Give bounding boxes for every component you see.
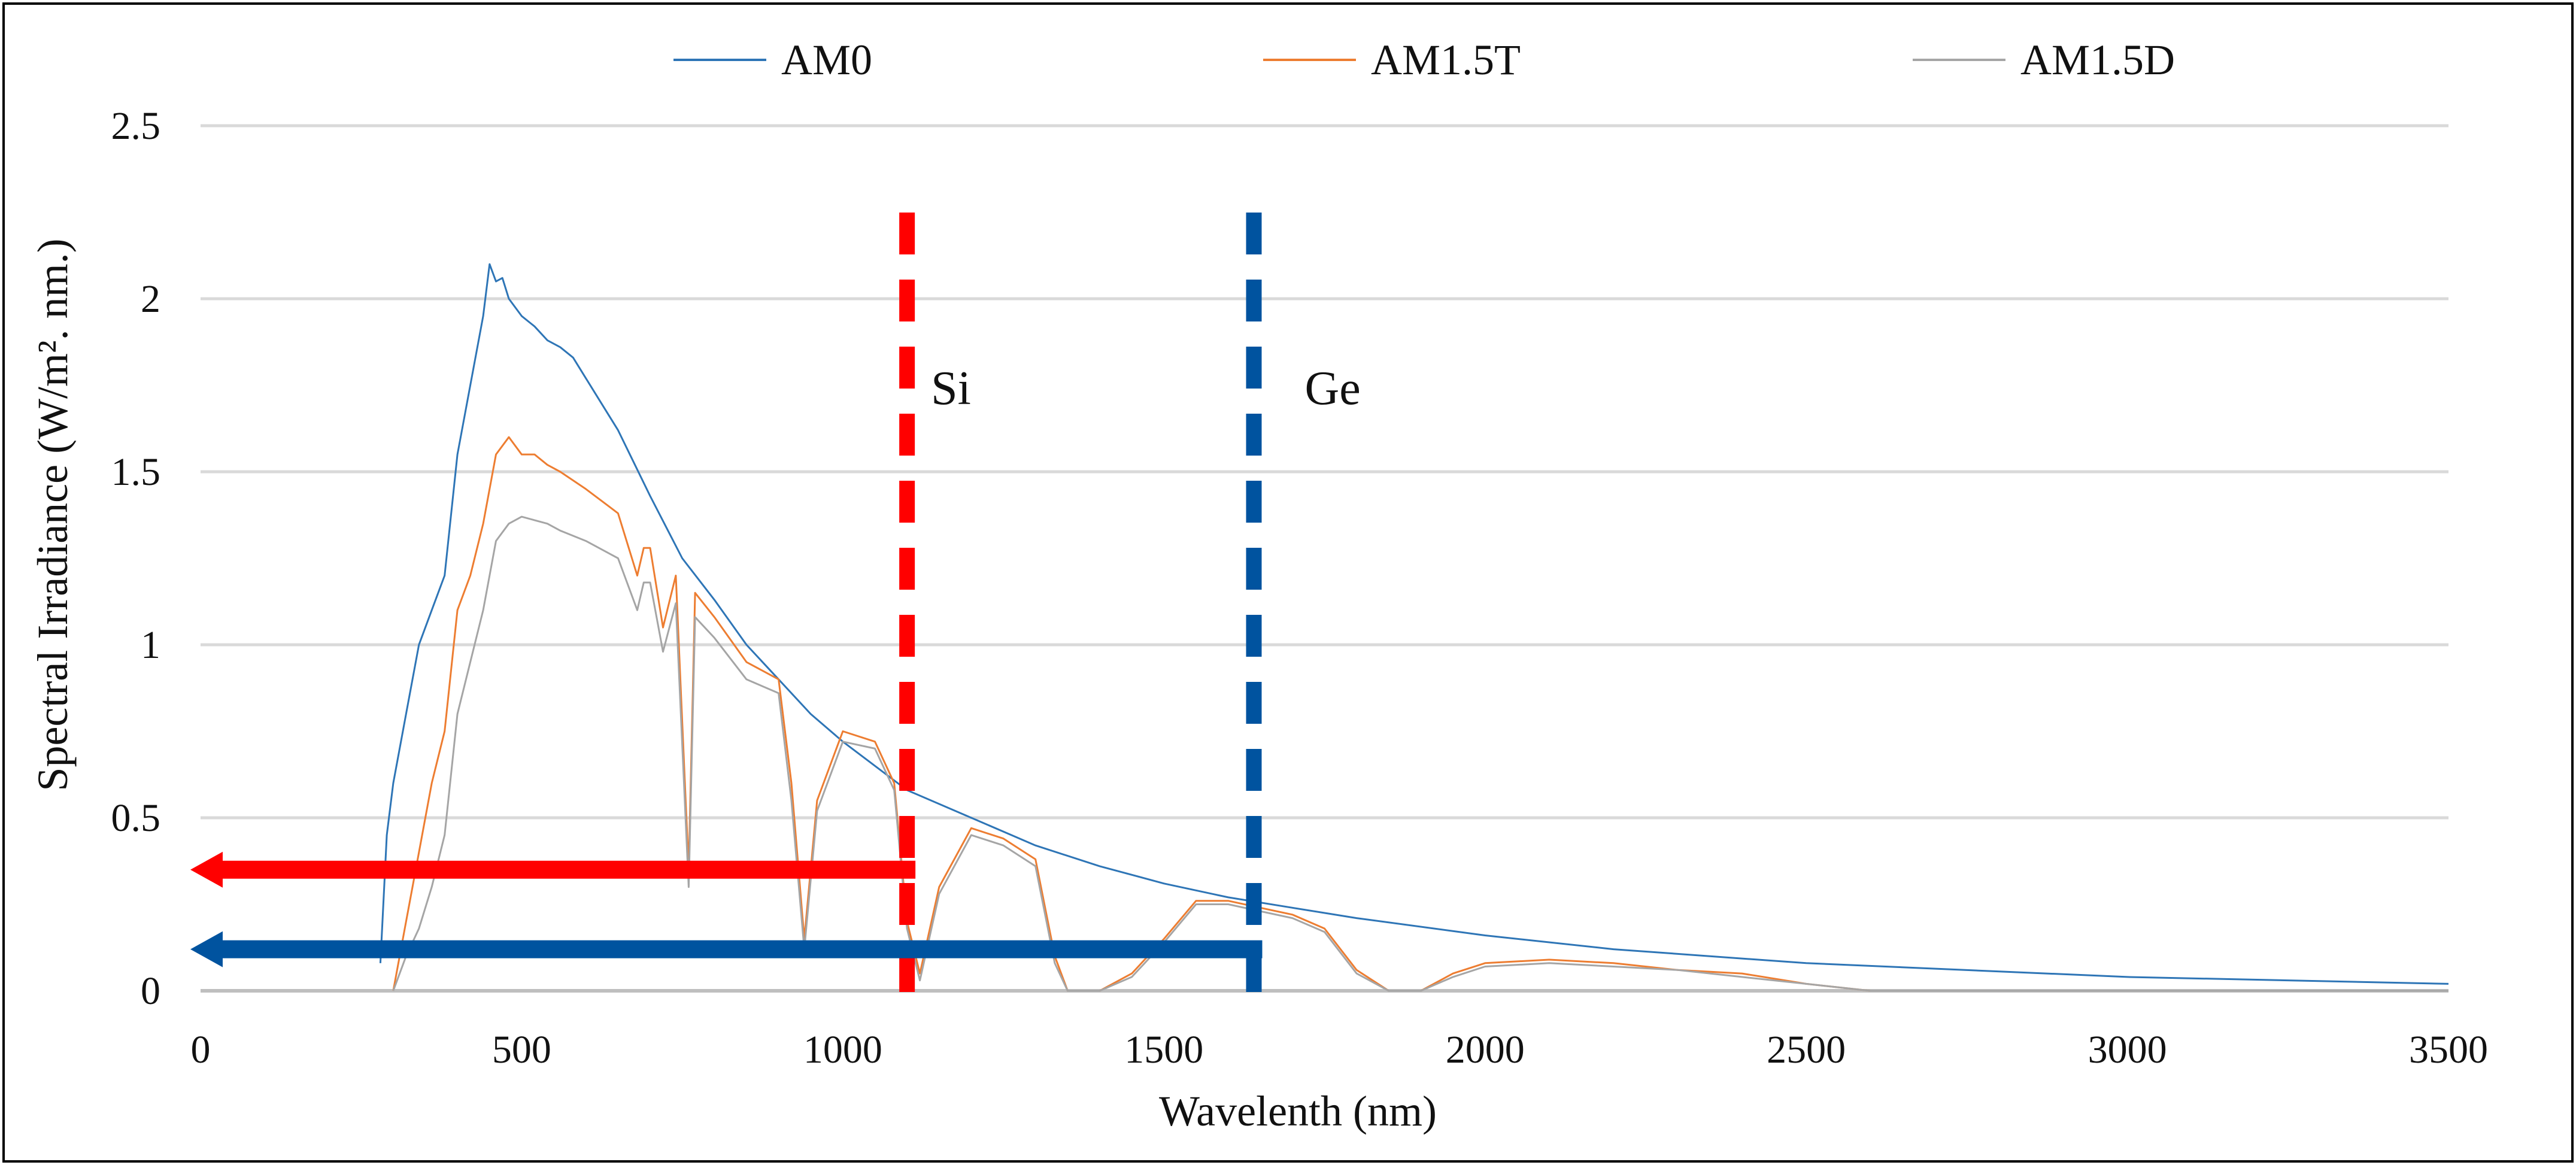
- ge-label: Ge: [1304, 362, 1360, 415]
- x-tick-label: 2000: [1446, 1028, 1525, 1072]
- si-range-arrow-head: [190, 851, 223, 888]
- legend-label-am0: AM0: [781, 36, 872, 84]
- x-tick-label: 3500: [2409, 1028, 2488, 1072]
- si-label: Si: [931, 362, 971, 415]
- legend-label-am1-5t: AM1.5T: [1371, 36, 1521, 84]
- x-axis-title: Wavelenth (nm): [1159, 1087, 1437, 1135]
- series-line-am0: [379, 263, 2449, 985]
- y-tick-label: 0.5: [111, 796, 161, 840]
- y-tick-label: 1: [141, 623, 160, 667]
- y-axis-title: Spectral Irradiance (W/m². nm.): [29, 238, 77, 791]
- x-tick-label: 3000: [2088, 1028, 2167, 1072]
- x-tick-label: 0: [191, 1028, 211, 1072]
- y-tick-label: 1.5: [111, 450, 161, 494]
- legend: AM0 AM1.5T AM1.5D: [673, 36, 2175, 84]
- annotations: Si Ge: [190, 213, 1361, 997]
- y-tick-label: 0: [141, 969, 160, 1013]
- x-tick-labels: 0 500 1000 1500 2000 2500 3000 3500: [191, 1028, 2489, 1072]
- y-tick-label: 2: [141, 277, 160, 321]
- x-tick-label: 500: [492, 1028, 551, 1072]
- x-tick-label: 1500: [1124, 1028, 1203, 1072]
- series-line-am1-5d: [392, 515, 2448, 992]
- x-tick-label: 2500: [1767, 1028, 1846, 1072]
- x-tick-label: 1000: [803, 1028, 882, 1072]
- series-lines: [379, 263, 2449, 992]
- legend-label-am1-5d: AM1.5D: [2020, 36, 2175, 84]
- y-tick-label: 2.5: [111, 104, 161, 148]
- y-tick-labels: 0 0.5 1 1.5 2 2.5: [111, 104, 161, 1013]
- ge-range-arrow-head: [190, 931, 223, 967]
